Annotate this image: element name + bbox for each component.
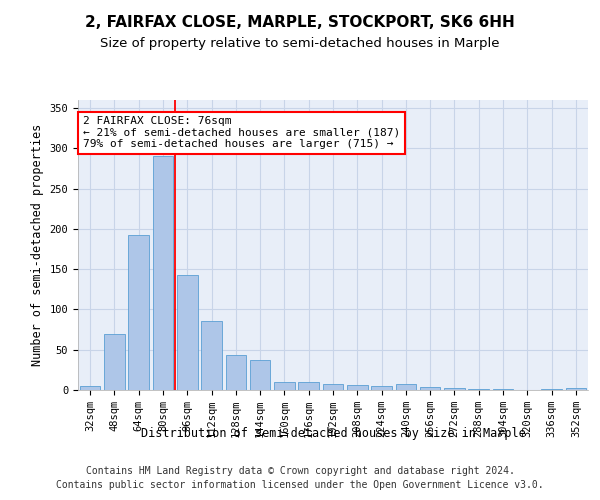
Bar xyxy=(177,275,197,390)
Bar xyxy=(104,334,125,390)
Text: 2, FAIRFAX CLOSE, MARPLE, STOCKPORT, SK6 6HH: 2, FAIRFAX CLOSE, MARPLE, STOCKPORT, SK6… xyxy=(85,15,515,30)
Bar xyxy=(493,389,514,390)
Text: Contains HM Land Registry data © Crown copyright and database right 2024.
Contai: Contains HM Land Registry data © Crown c… xyxy=(56,466,544,490)
Bar xyxy=(128,234,149,390)
Text: Size of property relative to semi-detached houses in Marple: Size of property relative to semi-detach… xyxy=(100,38,500,51)
Y-axis label: Number of semi-detached properties: Number of semi-detached properties xyxy=(31,124,44,366)
Bar xyxy=(201,320,222,390)
Bar xyxy=(298,382,319,390)
Bar xyxy=(274,382,295,390)
Bar xyxy=(323,384,343,390)
Bar xyxy=(80,386,100,390)
Bar xyxy=(250,360,271,390)
Bar xyxy=(395,384,416,390)
Bar xyxy=(541,389,562,390)
Text: 2 FAIRFAX CLOSE: 76sqm
← 21% of semi-detached houses are smaller (187)
79% of se: 2 FAIRFAX CLOSE: 76sqm ← 21% of semi-det… xyxy=(83,116,400,150)
Bar xyxy=(347,385,368,390)
Bar xyxy=(371,386,392,390)
Bar xyxy=(152,156,173,390)
Bar xyxy=(469,389,489,390)
Text: Distribution of semi-detached houses by size in Marple: Distribution of semi-detached houses by … xyxy=(140,428,526,440)
Bar xyxy=(420,387,440,390)
Bar xyxy=(444,388,465,390)
Bar xyxy=(566,388,586,390)
Bar xyxy=(226,356,246,390)
